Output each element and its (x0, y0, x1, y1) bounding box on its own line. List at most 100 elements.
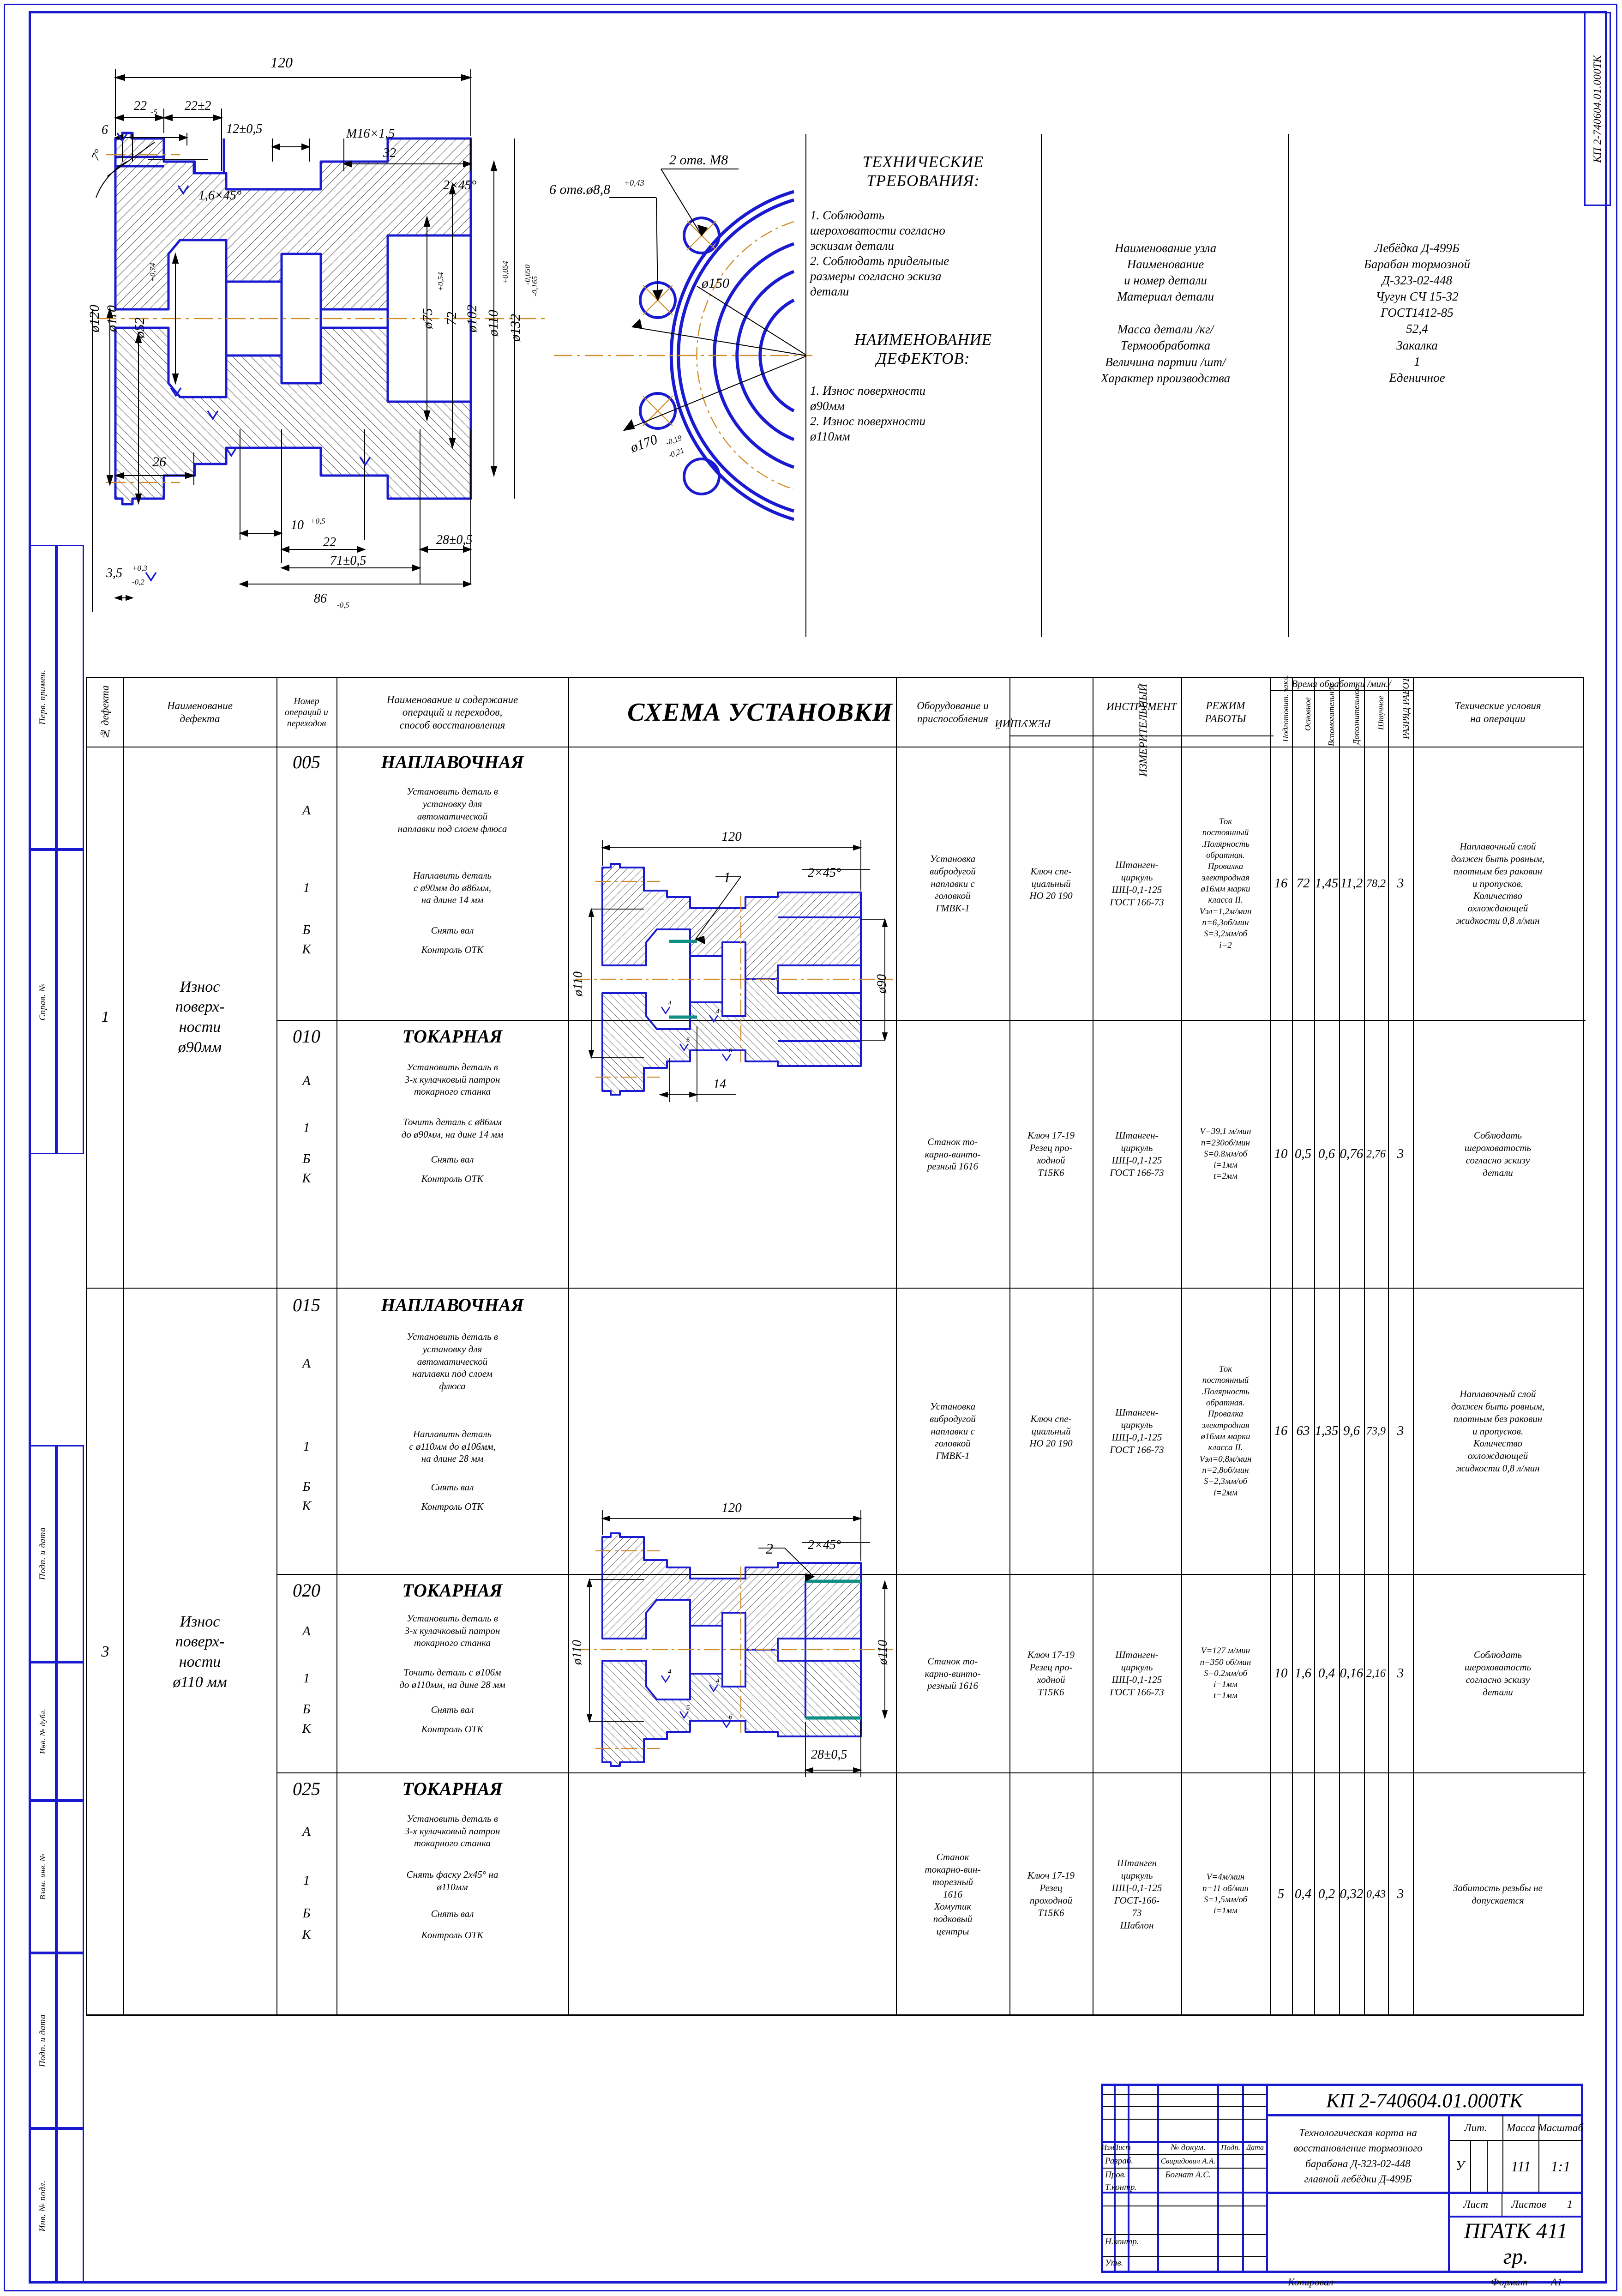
dim-35: 3,5 (106, 566, 122, 580)
op-time-prep-010: 10 (1274, 1146, 1288, 1162)
op-time-prep-020: 10 (1274, 1666, 1288, 1681)
tb-scale-label: Масштаб (1538, 2122, 1583, 2133)
dim-71: 71±0,5 (330, 554, 366, 568)
op-code-020: 020 (293, 1580, 320, 1601)
op-regime-015: Ток постоянный .Полярность обратная. Про… (1199, 1364, 1252, 1498)
tb-col-docno: № докум. (1171, 2143, 1206, 2152)
dim-10: 10 (291, 518, 304, 532)
tb-hsep-code (1266, 2114, 1583, 2116)
margin-cell-sprav-no: Справ. № (30, 850, 56, 1154)
tb-col-podp: Подп. (1221, 2143, 1240, 2152)
op-conditions-005: Наплавочный слой должен быть ровным, пло… (1451, 840, 1545, 927)
op-time-aux-005: 1,45 (1315, 876, 1339, 891)
op-tool-cut-010: Ключ 17-19 Резец про- ходной Т15К6 (1027, 1130, 1075, 1178)
param-value: Д-323-02-448 (1382, 273, 1453, 288)
op-step-text: Наплавить деталь с ø90мм до ø86мм, на дл… (413, 869, 492, 906)
scheme1-dim-len: 120 (721, 829, 742, 844)
dim-72: 72 (444, 312, 459, 325)
scheme2-dim-len: 120 (721, 1501, 742, 1515)
scheme2-dim-chamfer: 2×45° (808, 1538, 841, 1552)
footer-kopiroval: Копировал (1288, 2276, 1334, 2288)
op-step-mark: 1 (303, 880, 310, 896)
svg-text:+0,74: +0,74 (148, 263, 157, 282)
op-rank-010: 3 (1397, 1146, 1404, 1162)
dim-120-top: 120 (270, 54, 293, 71)
tb-thin-lit-v1 (1470, 2141, 1471, 2192)
tb-thin-lit-v2 (1487, 2141, 1488, 2192)
op-time-prep-015: 16 (1274, 1423, 1288, 1439)
tb-col-izm: Изм. (1101, 2144, 1116, 2151)
header-rank: РАЗРЯД РАБОТ (1401, 677, 1411, 739)
dim-7deg: 7° (89, 147, 106, 163)
tb-doc-name: Технологическая карта на восстановление … (1293, 2127, 1423, 2185)
label-2-otv-M8: 2 отв. M8 (669, 152, 728, 168)
tb-name-razrab: Свиридович А.А. (1160, 2157, 1216, 2165)
tb-vsep-data (1242, 2084, 1244, 2273)
svg-text:4: 4 (716, 1008, 720, 1015)
header-time-prep: Подготовит. закл. (1281, 675, 1290, 742)
header-conditions: Техические условия на операции (1454, 700, 1541, 724)
op-code-005: 005 (293, 752, 320, 773)
dim-d110r: ø110 (486, 310, 501, 337)
margin-cell-blank-5 (56, 1801, 84, 1953)
op-title-015: НАПЛАВОЧНАЯ (381, 1295, 524, 1316)
op-title-005: НАПЛАВОЧНАЯ (381, 752, 524, 773)
op-step-mark: Б (302, 922, 311, 938)
tb-col-data: Дата (1246, 2144, 1264, 2151)
param-label: и номер детали (1124, 273, 1207, 288)
margin-label: Перв. примен. (38, 669, 48, 725)
op-tool-meas-010: Штанген- циркуль ШЦ-0,1-125 ГОСТ 166-73 (1110, 1130, 1164, 1178)
op-title-020: ТОКАРНАЯ (402, 1580, 503, 1601)
tb-vsep-list (1128, 2084, 1129, 2273)
tb-line-top (1101, 2084, 1583, 2086)
op-time-add-010: 0,76 (1340, 1146, 1364, 1162)
svg-text:5: 5 (686, 1037, 690, 1044)
param-label-spacer (1048, 305, 1283, 321)
param-value: Лебёдка Д-499Б (1375, 241, 1460, 255)
param-value: Барабан тормозной (1364, 257, 1471, 271)
param-label: Масса детали /кг/ (1117, 322, 1214, 337)
tb-organization: ПГАТК 411 гр. (1464, 2219, 1568, 2269)
op-step-text: Снять фаску 2х45° на ø110мм (406, 1869, 499, 1892)
tb-sheets-value: 1 (1567, 2198, 1573, 2211)
tb-mass-label: Масса (1507, 2122, 1535, 2133)
param-value: Закалка (1396, 338, 1438, 352)
tech-req-item: эскизам детали (810, 238, 894, 253)
tb-hsep-mid-l (1101, 2192, 1268, 2194)
op-step-mark: 1 (303, 1873, 310, 1888)
tech-divider-2 (1041, 134, 1042, 637)
defect-item: 1. Износ поверхности (810, 384, 926, 398)
margin-cell-inv-podl: Инв. № подл. (30, 2128, 56, 2284)
margin-label: Взам. инв. № (38, 1854, 47, 1900)
margin-cell-blank-3 (56, 1445, 84, 1662)
margin-cell-blank-4 (56, 1662, 84, 1801)
installation-scheme-1: 120 2×45° 1 ø110 ø90 14 4 4 5 6 (571, 827, 893, 1132)
param-label: Характер производства (1100, 371, 1231, 385)
op-step-text: Снять вал (431, 1153, 474, 1165)
param-value: ГОСТ1412-85 (1381, 306, 1454, 320)
dim-d120: ø120 (87, 305, 102, 333)
svg-text:-5: -5 (151, 108, 157, 116)
header-time-group: Время обработки /мин./ (1292, 678, 1391, 690)
label-6-otv: 6 отв.ø8,8 (549, 182, 610, 197)
tb-vsep-main (1266, 2084, 1268, 2273)
header-time-aux: Вспомогательное (1327, 683, 1336, 746)
op-tool-meas-025: Штанген циркуль ШЦ-0,1-125 ГОСТ-166- 73 … (1111, 1857, 1162, 1931)
param-label: Наименование (1127, 257, 1204, 271)
header-time-main: Основное (1303, 697, 1312, 731)
tech-divider-1 (805, 134, 806, 637)
op-step-text: Снять вал (431, 1908, 474, 1919)
footer-format-value: А1 (1551, 2276, 1562, 2288)
svg-text:+0,54: +0,54 (436, 272, 445, 291)
installation-scheme-2: 120 2×45° 2 ø110 ø110 28±0,5 4 4 5 6 (570, 1500, 893, 1823)
tb-thin-3 (1103, 2119, 1266, 2120)
op-title-025: ТОКАРНАЯ (402, 1778, 503, 1800)
title-block: КП 2-740604.01.000ТК Технологическая кар… (1101, 2084, 1583, 2273)
margin-cell-blank-6 (56, 1953, 84, 2128)
param-value: 1 (1414, 354, 1420, 368)
op-step-mark: К (302, 1721, 311, 1736)
scheme1-dim-left: ø110 (571, 971, 585, 997)
op-step-text: Контроль ОТК (421, 1929, 484, 1940)
op-rank-020: 3 (1397, 1666, 1404, 1681)
svg-text:-0,19: -0,19 (665, 434, 683, 447)
